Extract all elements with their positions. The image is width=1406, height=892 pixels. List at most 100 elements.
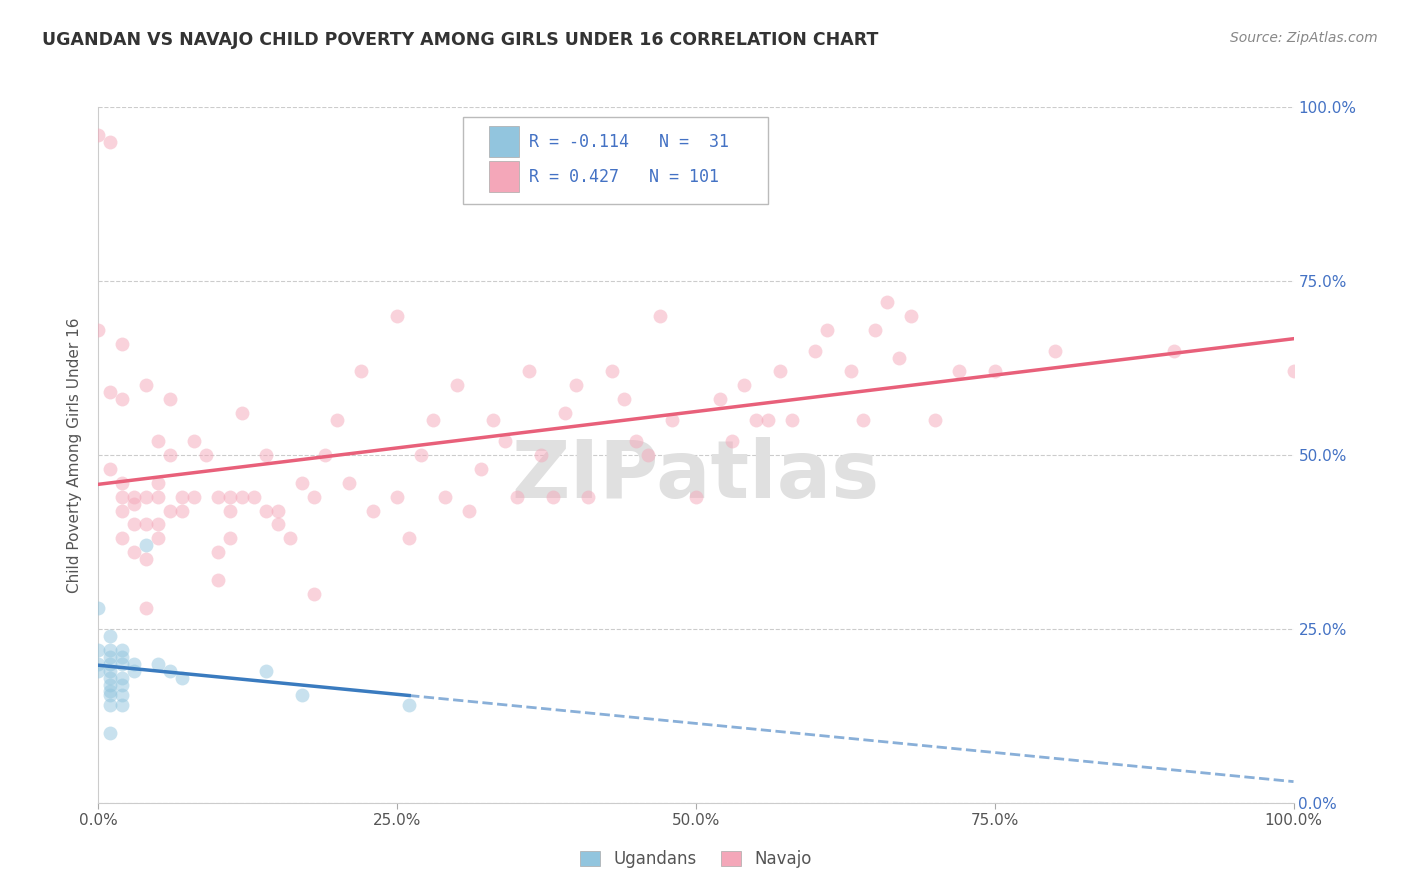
Point bbox=[148, 490, 170, 504]
Point bbox=[876, 294, 898, 309]
Point bbox=[172, 490, 194, 504]
FancyBboxPatch shape bbox=[489, 161, 519, 193]
Point bbox=[135, 538, 157, 552]
Point bbox=[124, 664, 146, 678]
Text: UGANDAN VS NAVAJO CHILD POVERTY AMONG GIRLS UNDER 16 CORRELATION CHART: UGANDAN VS NAVAJO CHILD POVERTY AMONG GI… bbox=[42, 31, 879, 49]
Point bbox=[267, 517, 290, 532]
Point bbox=[841, 364, 863, 378]
Point bbox=[685, 490, 707, 504]
Point bbox=[243, 490, 266, 504]
Point bbox=[111, 688, 134, 702]
Point bbox=[863, 323, 887, 337]
Point bbox=[745, 413, 768, 427]
Point bbox=[148, 434, 170, 448]
Point bbox=[98, 649, 122, 664]
Point bbox=[648, 309, 672, 323]
Point bbox=[219, 532, 242, 546]
Point bbox=[124, 497, 146, 511]
Point bbox=[470, 462, 492, 476]
FancyBboxPatch shape bbox=[463, 118, 768, 204]
Point bbox=[529, 448, 551, 462]
Point bbox=[315, 448, 337, 462]
Point bbox=[135, 378, 157, 392]
Point bbox=[267, 503, 290, 517]
Point bbox=[554, 406, 576, 420]
Point bbox=[219, 503, 242, 517]
Point bbox=[135, 552, 157, 566]
Point bbox=[111, 677, 134, 691]
Point bbox=[159, 448, 181, 462]
Point bbox=[231, 406, 253, 420]
Text: ZIPatlas: ZIPatlas bbox=[512, 437, 880, 515]
Point bbox=[98, 677, 122, 691]
Point bbox=[124, 490, 146, 504]
Point bbox=[291, 688, 314, 702]
Point bbox=[194, 448, 218, 462]
Point bbox=[815, 323, 838, 337]
Point bbox=[326, 413, 349, 427]
Point bbox=[135, 601, 157, 615]
Point bbox=[124, 545, 146, 559]
Point bbox=[98, 135, 122, 149]
Point bbox=[411, 448, 433, 462]
Point bbox=[339, 475, 360, 490]
Point bbox=[254, 503, 277, 517]
Legend: Ugandans, Navajo: Ugandans, Navajo bbox=[574, 843, 818, 874]
Point bbox=[87, 128, 110, 142]
Point bbox=[148, 517, 170, 532]
Point bbox=[506, 490, 529, 504]
Point bbox=[291, 475, 314, 490]
Point bbox=[111, 649, 134, 664]
Point bbox=[602, 364, 624, 378]
Point bbox=[87, 664, 110, 678]
Point bbox=[172, 503, 194, 517]
Text: Source: ZipAtlas.com: Source: ZipAtlas.com bbox=[1230, 31, 1378, 45]
Point bbox=[637, 448, 659, 462]
Point bbox=[458, 503, 481, 517]
Point bbox=[984, 364, 1007, 378]
Point bbox=[219, 490, 242, 504]
Point bbox=[1043, 343, 1066, 358]
Point bbox=[626, 434, 648, 448]
Point bbox=[87, 323, 110, 337]
Point bbox=[98, 657, 122, 671]
Point bbox=[900, 309, 922, 323]
Text: R = -0.114   N =  31: R = -0.114 N = 31 bbox=[529, 133, 728, 151]
Point bbox=[87, 657, 110, 671]
Point bbox=[207, 545, 229, 559]
Point bbox=[98, 462, 122, 476]
Point bbox=[422, 413, 444, 427]
Point bbox=[148, 532, 170, 546]
Point bbox=[111, 503, 134, 517]
Point bbox=[302, 490, 325, 504]
Point bbox=[183, 490, 205, 504]
Point bbox=[1282, 364, 1305, 378]
Point bbox=[111, 671, 134, 685]
Point bbox=[87, 601, 110, 615]
Point bbox=[721, 434, 744, 448]
Point bbox=[98, 385, 122, 400]
Point bbox=[124, 657, 146, 671]
Point bbox=[111, 698, 134, 713]
Point bbox=[98, 684, 122, 698]
Point bbox=[385, 309, 409, 323]
Point bbox=[446, 378, 468, 392]
Point bbox=[363, 503, 385, 517]
FancyBboxPatch shape bbox=[489, 126, 519, 158]
Point bbox=[948, 364, 970, 378]
Point bbox=[613, 392, 636, 407]
Point bbox=[148, 475, 170, 490]
Point bbox=[98, 671, 122, 685]
Point bbox=[756, 413, 779, 427]
Point bbox=[98, 664, 122, 678]
Point bbox=[494, 434, 516, 448]
Point bbox=[87, 642, 110, 657]
Point bbox=[278, 532, 301, 546]
Point bbox=[350, 364, 373, 378]
Point bbox=[159, 392, 181, 407]
Point bbox=[661, 413, 683, 427]
Point bbox=[98, 698, 122, 713]
Point bbox=[804, 343, 827, 358]
Point bbox=[183, 434, 205, 448]
Point bbox=[111, 336, 134, 351]
